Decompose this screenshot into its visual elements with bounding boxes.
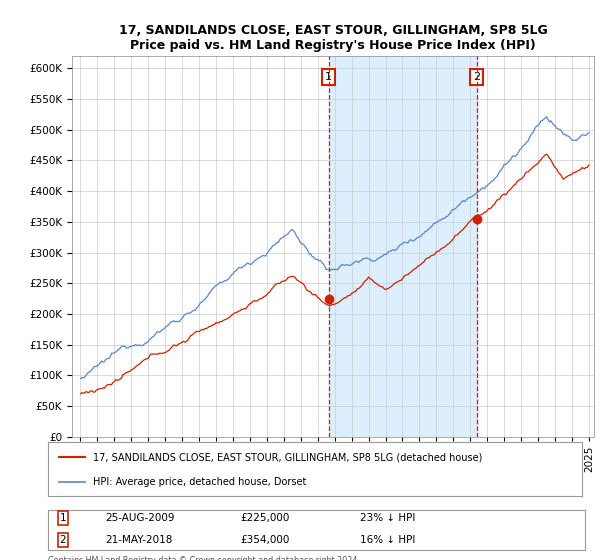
Text: 2: 2 — [59, 535, 67, 545]
Text: HPI: Average price, detached house, Dorset: HPI: Average price, detached house, Dors… — [94, 477, 307, 487]
Text: 2: 2 — [473, 72, 480, 82]
Text: 16% ↓ HPI: 16% ↓ HPI — [360, 535, 415, 545]
Text: Contains HM Land Registry data © Crown copyright and database right 2024.
This d: Contains HM Land Registry data © Crown c… — [48, 556, 360, 560]
Text: £354,000: £354,000 — [240, 535, 289, 545]
Text: £225,000: £225,000 — [240, 513, 289, 523]
Bar — [329, 56, 477, 437]
Text: 1: 1 — [59, 513, 67, 523]
Title: 17, SANDILANDS CLOSE, EAST STOUR, GILLINGHAM, SP8 5LG
Price paid vs. HM Land Reg: 17, SANDILANDS CLOSE, EAST STOUR, GILLIN… — [119, 24, 547, 52]
Text: 21-MAY-2018: 21-MAY-2018 — [105, 535, 172, 545]
Text: 23% ↓ HPI: 23% ↓ HPI — [360, 513, 415, 523]
Text: 25-AUG-2009: 25-AUG-2009 — [105, 513, 175, 523]
Text: 17, SANDILANDS CLOSE, EAST STOUR, GILLINGHAM, SP8 5LG (detached house): 17, SANDILANDS CLOSE, EAST STOUR, GILLIN… — [94, 452, 483, 463]
Text: 1: 1 — [325, 72, 332, 82]
